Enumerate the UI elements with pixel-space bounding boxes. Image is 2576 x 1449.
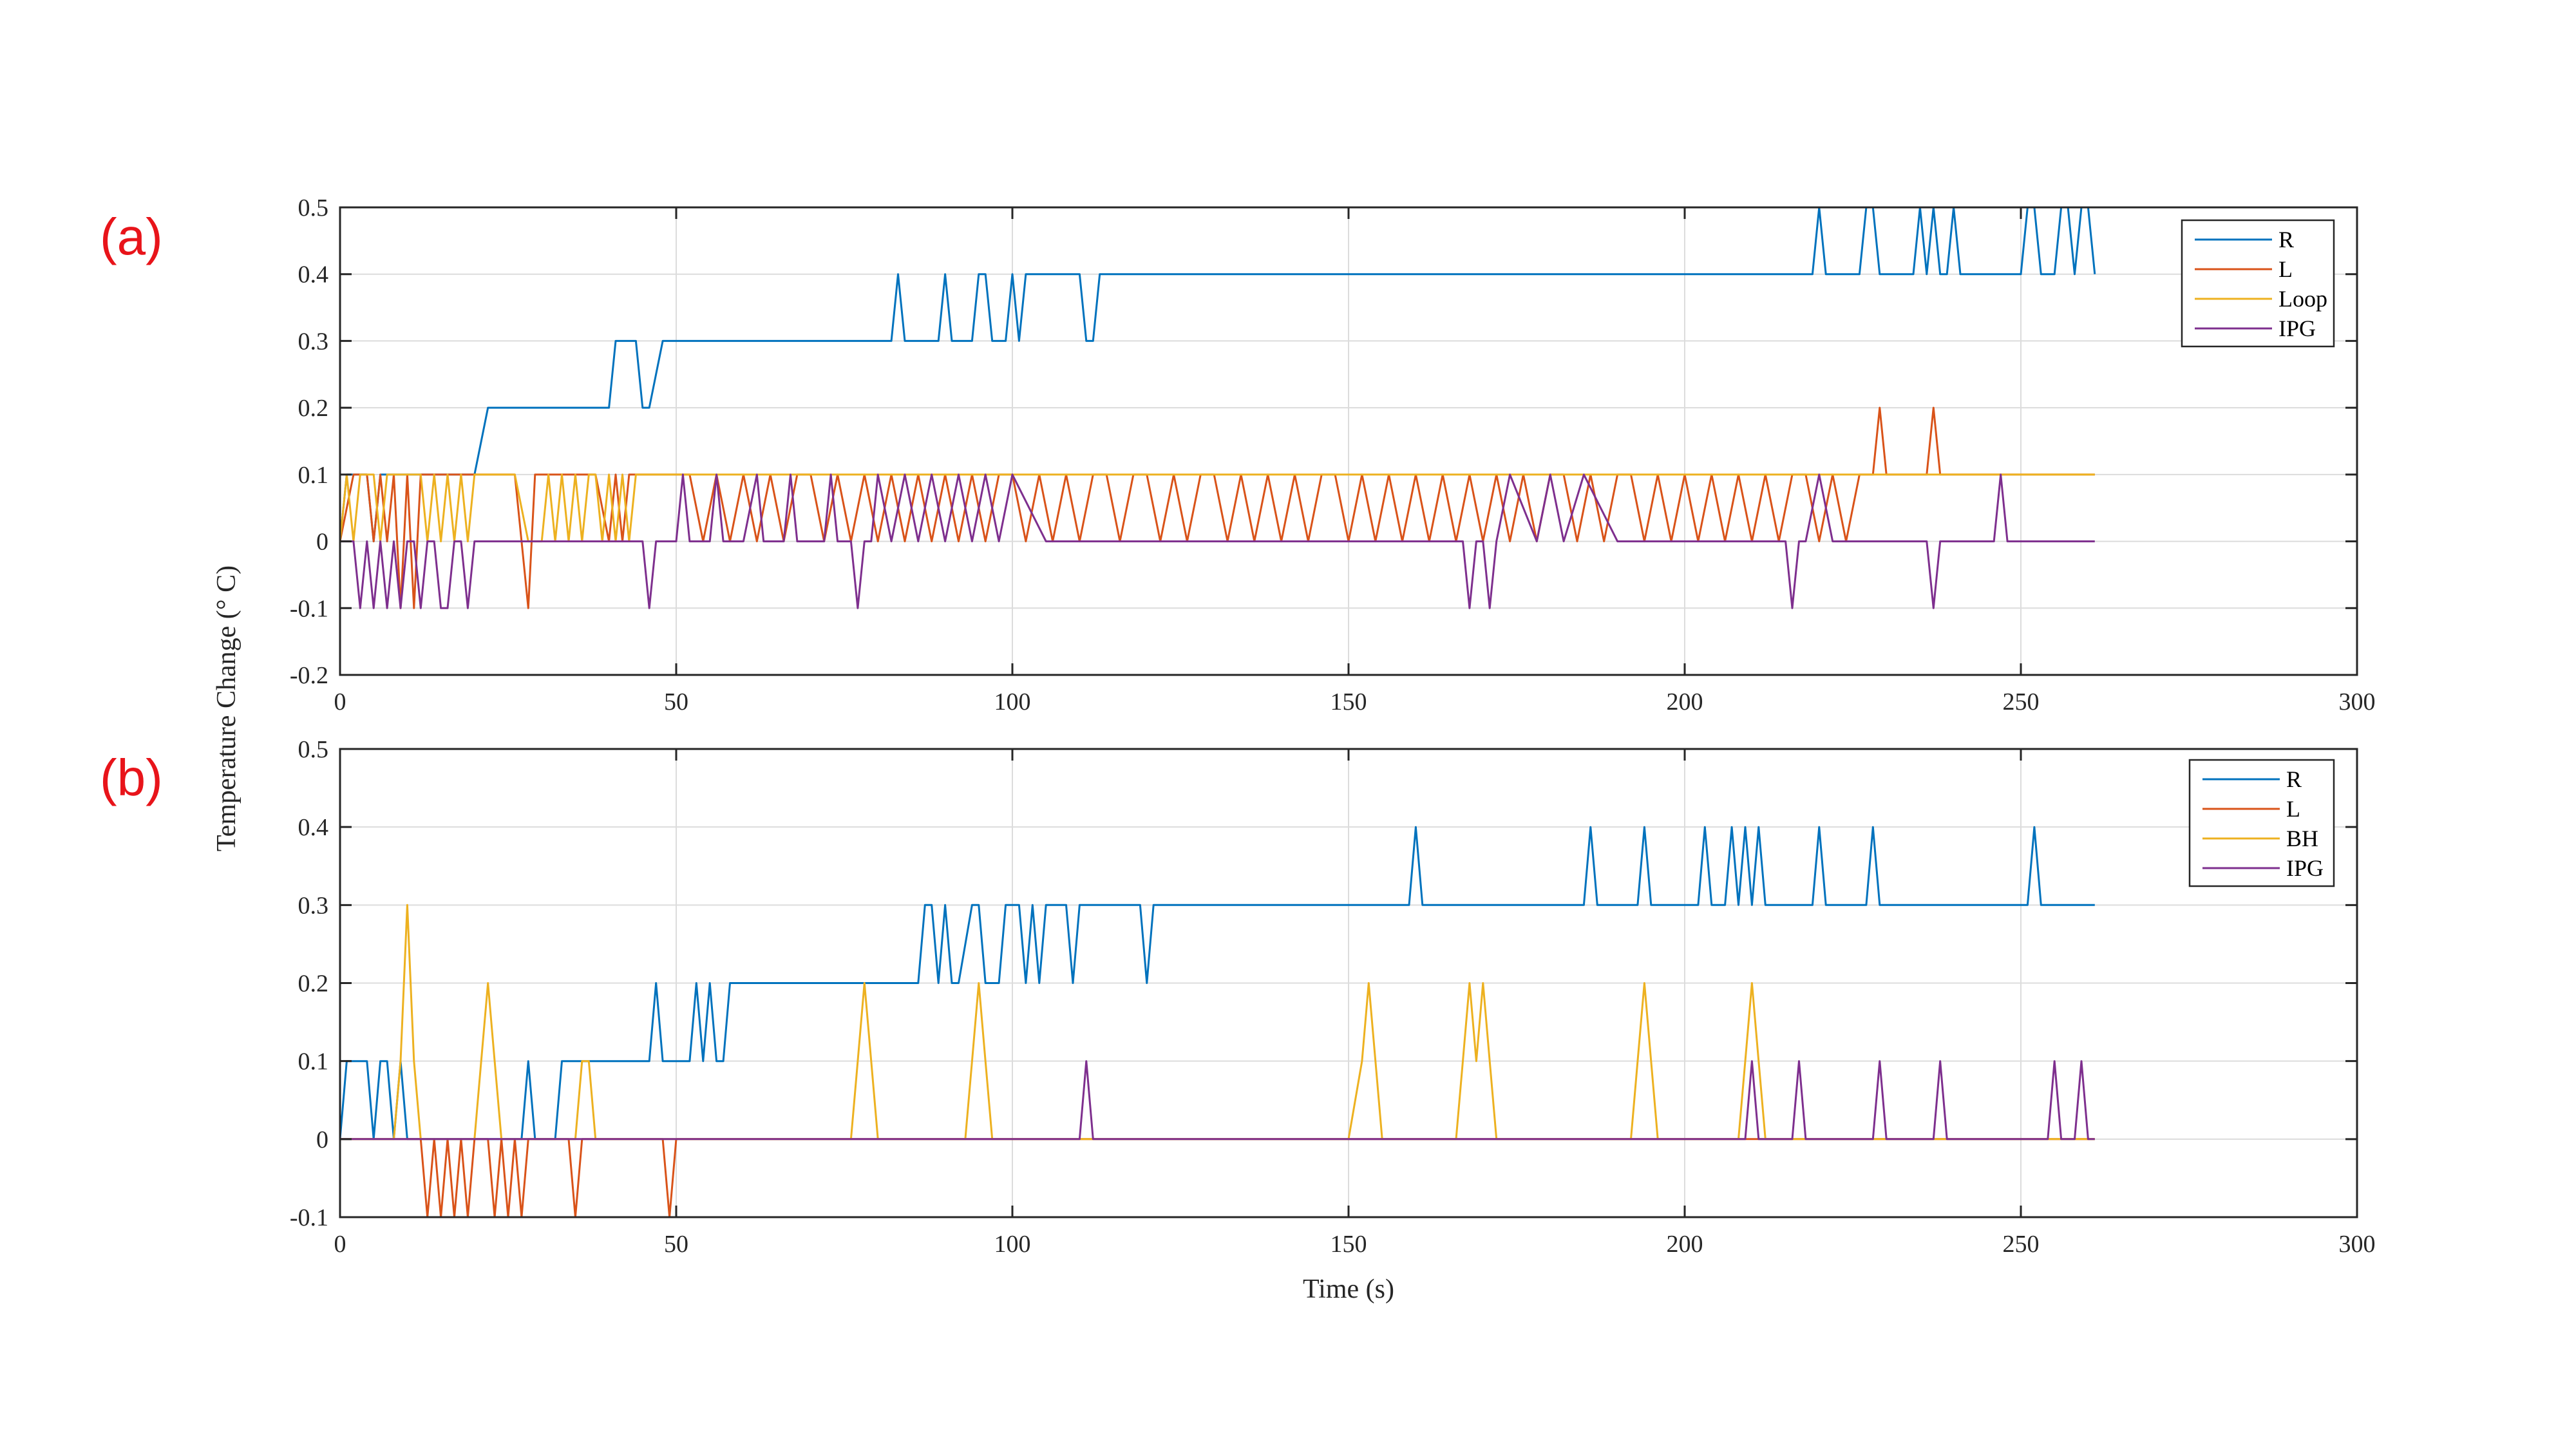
panel-a: (a) 0 50 100 150 200 250 300 -0.2 -0.1 0 0.1 0.2 0.3 0… [100, 194, 2376, 851]
y-tick-label: 0.4 [298, 261, 329, 289]
legend-box [2181, 219, 2335, 348]
panel-label: (a) [100, 208, 163, 265]
legend-label-l: L [2286, 796, 2300, 822]
legend-label-ipg: IPG [2286, 855, 2324, 881]
legend-label-bh: BH [2286, 826, 2318, 851]
y-tick-label: 0.1 [298, 462, 329, 489]
y-tick-label: 0.2 [298, 395, 329, 422]
x-tick-label: 0 [334, 1231, 346, 1258]
x-tick-label: 50 [664, 688, 688, 715]
y-tick-label: 0.1 [298, 1048, 329, 1075]
x-tick-label: 150 [1331, 688, 1367, 715]
y-tick-label: -0.1 [290, 1204, 328, 1231]
x-tick-label: 100 [994, 688, 1031, 715]
x-tick-label: 200 [1667, 688, 1703, 715]
x-tick-label: 250 [2003, 1231, 2040, 1258]
y-tick-label: 0 [316, 1126, 328, 1153]
y-tick-label: 0.5 [298, 194, 329, 222]
legend: RL BH IPG [2188, 759, 2335, 887]
legend: RL Loop IPG [2181, 219, 2335, 348]
x-tick-label: 150 [1331, 1231, 1367, 1258]
legend-label-ipg: IPG [2278, 316, 2316, 341]
x-tick-label: 50 [664, 1231, 688, 1258]
panel-label: (b) [100, 749, 163, 806]
panel-b: (b)0 50 100 150 200 250 300-0.100.10.20.30.40.… [100, 736, 2376, 1304]
series-line-bh [340, 904, 2095, 1141]
x-tick-label: 200 [1667, 1231, 1703, 1258]
legend-label-loop: Loop [2278, 286, 2327, 312]
y-tick-label: 0.4 [298, 814, 329, 841]
series-line-l [339, 406, 2095, 609]
y-tick-label: 0 [316, 529, 328, 556]
x-tick-label: 300 [2339, 1231, 2376, 1258]
series-line-loop [339, 473, 2095, 543]
y-tick-label: 0.3 [298, 328, 329, 355]
x-tick-label: 100 [994, 1231, 1031, 1258]
legend-box [2188, 759, 2335, 887]
x-tick-label: 250 [2003, 688, 2040, 715]
x-axis-label: Time (s) [1303, 1274, 1394, 1304]
y-tick-label: -0.1 [290, 595, 328, 622]
y-tick-label: 0.5 [298, 736, 329, 763]
y-tick-label: 0.3 [298, 892, 329, 919]
y-axis-label: Temperature Change (° C) [212, 565, 242, 851]
x-tick-label: 0 [334, 688, 346, 715]
y-tick-label: 0.2 [298, 971, 329, 998]
legend-label-r: R [2286, 766, 2302, 792]
legend-label-r: R [2278, 227, 2294, 252]
series-line-ipg [340, 1060, 2095, 1141]
series-line-ipg [340, 473, 2095, 609]
y-tick-label: -0.2 [290, 662, 328, 689]
legend-label-l: L [2278, 256, 2293, 282]
x-tick-label: 300 [2339, 688, 2376, 715]
series-line-l [340, 1138, 2095, 1218]
